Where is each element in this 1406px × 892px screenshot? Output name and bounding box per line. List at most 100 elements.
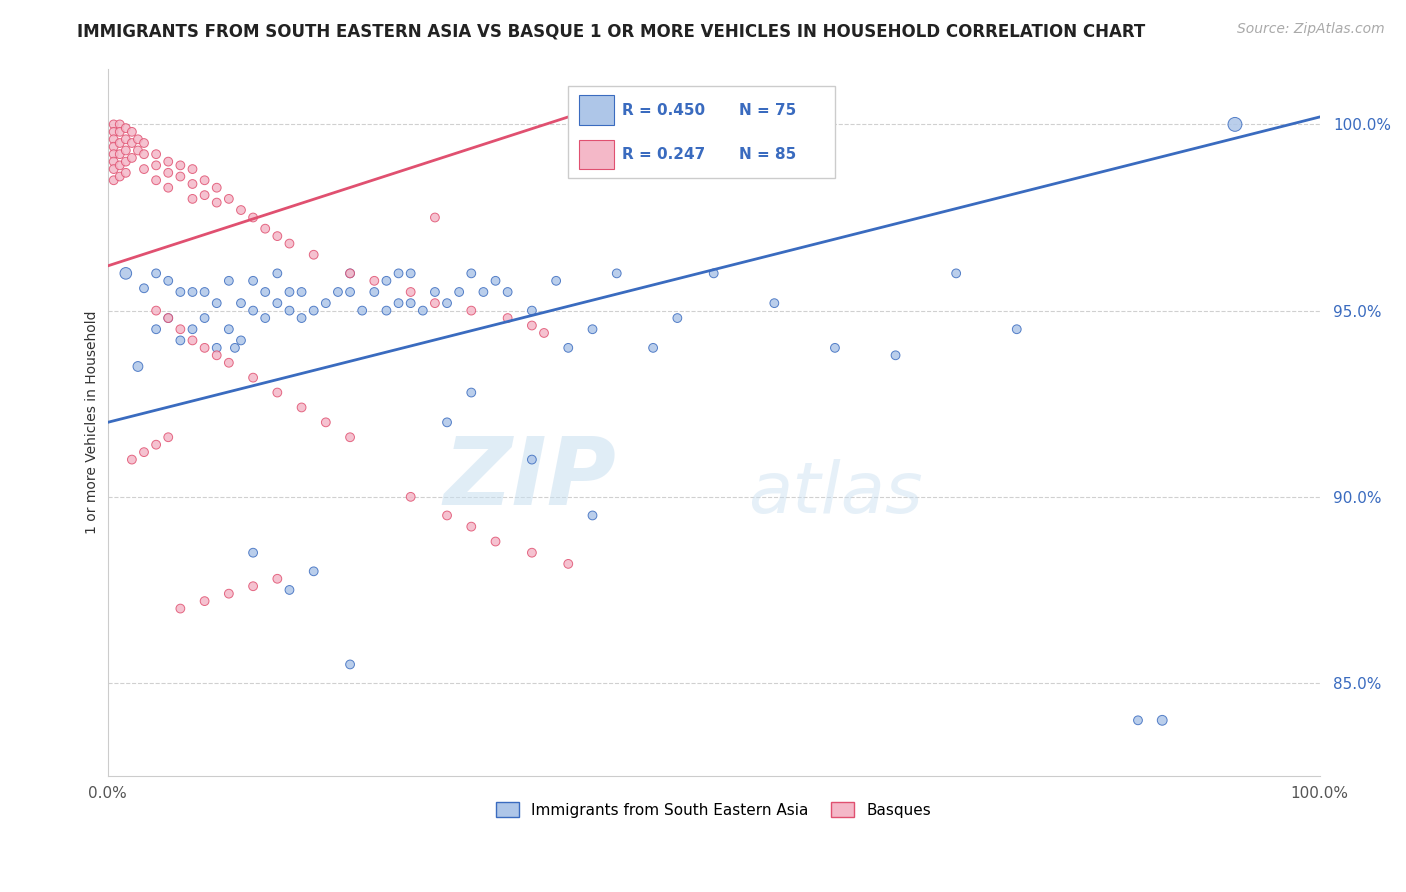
Text: IMMIGRANTS FROM SOUTH EASTERN ASIA VS BASQUE 1 OR MORE VEHICLES IN HOUSEHOLD COR: IMMIGRANTS FROM SOUTH EASTERN ASIA VS BA… (77, 22, 1146, 40)
Point (290, 401, 312, 415)
Point (121, 125, 143, 139)
Point (302, 303, 325, 318)
Point (399, 296, 422, 310)
Point (169, 601, 191, 615)
Point (436, 508, 458, 523)
Point (520, 452, 543, 467)
Point (533, 326, 555, 340)
Point (1005, 322, 1028, 336)
Point (824, 341, 846, 355)
Point (423, 285, 446, 299)
Point (557, 557, 579, 571)
Point (181, 162, 204, 177)
Point (205, 180, 228, 194)
Point (145, 158, 167, 172)
Point (194, 188, 217, 202)
Point (399, 266, 422, 280)
Point (352, 303, 374, 318)
Point (127, 359, 149, 374)
Point (218, 356, 240, 370)
Point (157, 180, 180, 194)
Point (145, 266, 167, 280)
Point (339, 285, 361, 299)
Point (103, 162, 125, 177)
Point (339, 430, 361, 444)
Point (194, 311, 217, 326)
Point (242, 211, 264, 225)
Point (339, 657, 361, 672)
Point (103, 117, 125, 131)
Point (181, 285, 204, 299)
Point (114, 132, 136, 146)
Point (114, 166, 136, 180)
Point (254, 285, 277, 299)
Point (157, 274, 180, 288)
Point (157, 166, 180, 180)
Point (387, 296, 409, 310)
Point (581, 322, 603, 336)
Point (557, 341, 579, 355)
Point (266, 385, 288, 400)
Point (103, 173, 125, 187)
Point (169, 334, 191, 348)
Point (449, 285, 471, 299)
Point (121, 452, 143, 467)
Point (194, 594, 217, 608)
Point (108, 117, 131, 131)
Point (194, 285, 217, 299)
Point (266, 296, 288, 310)
Point (242, 370, 264, 384)
Point (242, 303, 264, 318)
Point (218, 322, 240, 336)
Point (224, 341, 246, 355)
Point (436, 415, 458, 429)
Point (460, 266, 482, 280)
Point (643, 341, 665, 355)
Point (205, 341, 228, 355)
Point (763, 296, 786, 310)
Point (103, 147, 125, 161)
Point (132, 147, 155, 161)
Point (157, 430, 180, 444)
Point (242, 274, 264, 288)
Point (472, 285, 495, 299)
Point (108, 125, 131, 139)
Point (1223, 117, 1246, 131)
Point (127, 144, 149, 158)
Point (399, 285, 422, 299)
Point (103, 154, 125, 169)
Point (108, 169, 131, 184)
Point (423, 296, 446, 310)
Point (218, 587, 240, 601)
Point (181, 192, 204, 206)
Point (254, 311, 277, 326)
Point (315, 296, 337, 310)
Point (132, 445, 155, 459)
Point (145, 438, 167, 452)
Point (242, 546, 264, 560)
Y-axis label: 1 or more Vehicles in Household: 1 or more Vehicles in Household (86, 310, 100, 534)
Point (399, 490, 422, 504)
Point (181, 177, 204, 191)
Text: Source: ZipAtlas.com: Source: ZipAtlas.com (1237, 22, 1385, 37)
Point (436, 296, 458, 310)
Point (496, 311, 519, 326)
Point (169, 285, 191, 299)
Point (326, 285, 349, 299)
Point (132, 136, 155, 150)
Point (546, 274, 568, 288)
Point (181, 334, 204, 348)
Point (229, 202, 252, 217)
Point (103, 125, 125, 139)
Point (114, 121, 136, 136)
Point (181, 322, 204, 336)
Point (108, 136, 131, 150)
Point (581, 508, 603, 523)
Text: atlas: atlas (748, 458, 922, 527)
Point (278, 236, 301, 251)
Point (266, 572, 288, 586)
Point (254, 221, 277, 235)
Point (145, 147, 167, 161)
Point (884, 348, 907, 362)
Point (121, 136, 143, 150)
